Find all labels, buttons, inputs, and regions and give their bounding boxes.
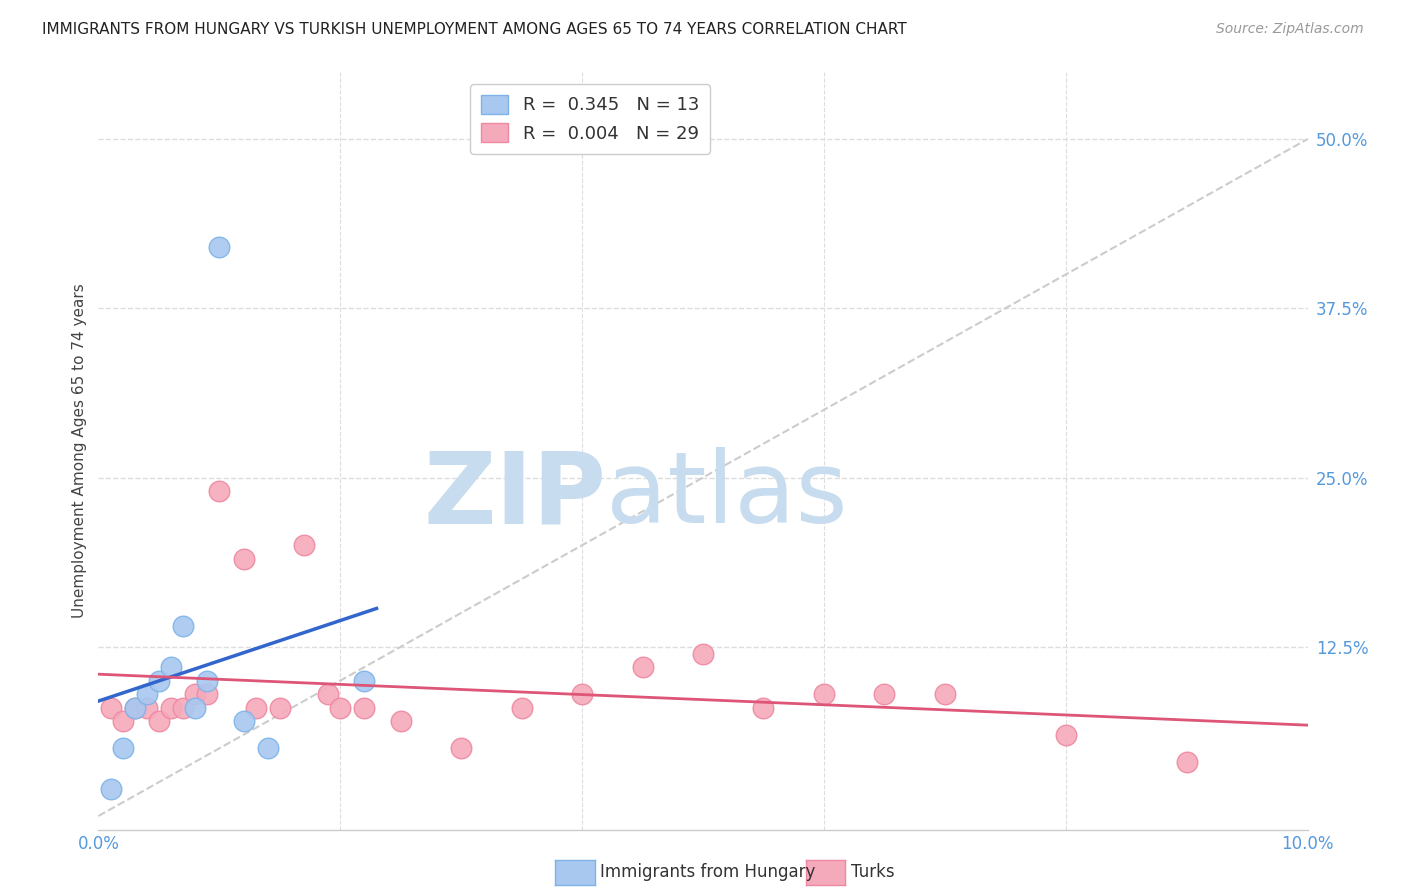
Point: [813, 687, 835, 701]
Text: Turks: Turks: [851, 863, 894, 881]
Point: [232, 551, 254, 566]
Point: [269, 700, 291, 714]
Point: [124, 700, 146, 714]
Point: [353, 673, 375, 688]
Point: [934, 687, 956, 701]
Point: [232, 714, 254, 729]
Point: [245, 700, 267, 714]
Point: [208, 484, 231, 499]
Y-axis label: Unemployment Among Ages 65 to 74 years: Unemployment Among Ages 65 to 74 years: [72, 283, 87, 618]
Point: [172, 700, 194, 714]
Point: [160, 700, 183, 714]
Point: [100, 781, 122, 796]
Point: [111, 741, 134, 756]
Point: [208, 240, 231, 254]
Point: [571, 687, 593, 701]
Point: [353, 700, 375, 714]
Point: [510, 700, 533, 714]
Point: [135, 687, 157, 701]
Point: [160, 660, 183, 674]
Point: [195, 673, 218, 688]
Text: ZIP: ZIP: [423, 448, 606, 544]
Text: Source: ZipAtlas.com: Source: ZipAtlas.com: [1216, 22, 1364, 37]
Point: [329, 700, 352, 714]
Point: [292, 538, 315, 552]
Text: Immigrants from Hungary: Immigrants from Hungary: [600, 863, 815, 881]
Point: [184, 687, 207, 701]
Point: [135, 700, 157, 714]
Point: [100, 700, 122, 714]
Text: atlas: atlas: [606, 448, 848, 544]
Legend: R =  0.345   N = 13, R =  0.004   N = 29: R = 0.345 N = 13, R = 0.004 N = 29: [470, 84, 710, 153]
Point: [1175, 755, 1198, 769]
Point: [752, 700, 775, 714]
Point: [1054, 728, 1077, 742]
Point: [111, 714, 134, 729]
Point: [316, 687, 339, 701]
Point: [148, 673, 170, 688]
Point: [184, 700, 207, 714]
Text: IMMIGRANTS FROM HUNGARY VS TURKISH UNEMPLOYMENT AMONG AGES 65 TO 74 YEARS CORREL: IMMIGRANTS FROM HUNGARY VS TURKISH UNEMP…: [42, 22, 907, 37]
Point: [124, 700, 146, 714]
Point: [631, 660, 654, 674]
Point: [195, 687, 218, 701]
Point: [148, 714, 170, 729]
Point: [873, 687, 896, 701]
Point: [256, 741, 278, 756]
Point: [450, 741, 472, 756]
Point: [692, 647, 714, 661]
Point: [389, 714, 412, 729]
Point: [172, 619, 194, 633]
